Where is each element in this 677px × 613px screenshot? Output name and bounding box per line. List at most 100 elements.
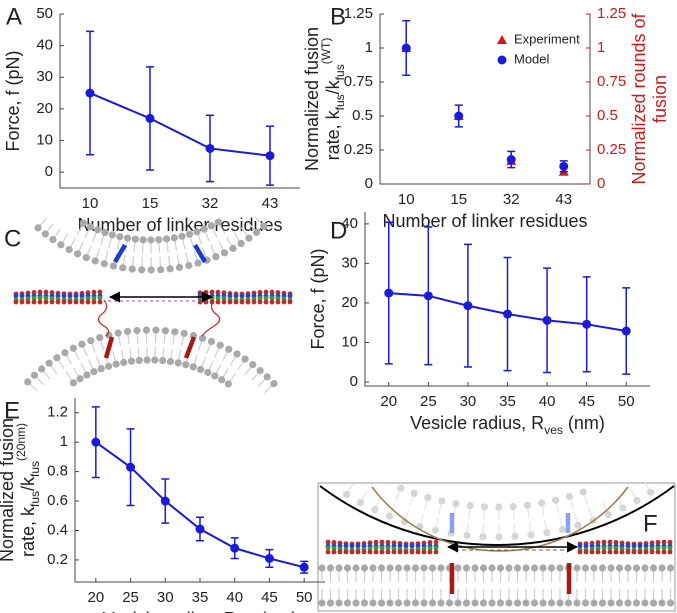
snare-bead xyxy=(601,545,607,551)
lipid-head xyxy=(86,223,94,231)
snare-bead xyxy=(257,299,263,305)
snare-bead xyxy=(31,296,37,301)
lipid-head xyxy=(335,564,343,572)
snare-bead xyxy=(215,299,221,305)
label-part: /k xyxy=(323,79,343,94)
y-tick-label: 0.25 xyxy=(344,141,373,158)
y-tick-label: 20 xyxy=(36,100,53,117)
lipid-head xyxy=(488,599,496,607)
snare-bead xyxy=(275,290,281,295)
lipid-head xyxy=(437,564,445,572)
x-axis-label: Number of linker residues xyxy=(77,215,282,235)
snare-bead xyxy=(427,539,433,545)
lipid-head xyxy=(466,501,474,510)
lipid-head xyxy=(564,599,573,607)
x-tick-label: 20 xyxy=(380,393,397,410)
y-axis-label: Force, f (pN) xyxy=(3,50,23,151)
lipid-head xyxy=(543,529,551,537)
snare-bead xyxy=(637,549,643,555)
snare-bead xyxy=(613,549,619,555)
lipid-head xyxy=(185,261,193,270)
snare-bead xyxy=(239,293,245,299)
label-part: fus xyxy=(333,94,347,110)
x-tick-label: 30 xyxy=(157,589,174,606)
snare-bead xyxy=(43,299,49,305)
marker xyxy=(264,553,274,563)
lipid-head xyxy=(437,599,445,607)
lipid-head xyxy=(371,506,379,514)
lipid-head xyxy=(513,564,522,572)
snare-bead xyxy=(361,549,367,555)
lipid-head xyxy=(207,222,215,230)
lipid-head xyxy=(147,236,155,244)
panel-label: E xyxy=(4,397,20,424)
lipid-head xyxy=(162,235,171,243)
label-part: (WT) xyxy=(319,38,333,65)
lipid-head xyxy=(454,564,462,572)
lipid-head xyxy=(420,599,428,607)
lipid-head xyxy=(105,362,113,370)
snare-bead xyxy=(43,289,49,295)
lipid-head xyxy=(263,373,271,381)
snare-bead xyxy=(667,545,673,551)
linker xyxy=(97,299,110,337)
lipid-head xyxy=(326,599,335,607)
lipid-head xyxy=(193,228,201,236)
y2-tick-label: 1 xyxy=(597,39,605,56)
snare-bead xyxy=(31,290,37,295)
lipid-head xyxy=(91,257,99,265)
lipid-head xyxy=(658,564,666,572)
label-part: Normalized rounds of xyxy=(629,12,649,184)
y2-tick-label: 1.25 xyxy=(597,5,626,22)
lipid-head xyxy=(556,564,564,572)
lipid-head xyxy=(565,492,574,501)
snare-bead xyxy=(263,299,269,305)
lipid-head xyxy=(624,599,632,607)
lipid-head xyxy=(573,564,581,572)
lipid-head xyxy=(166,265,174,273)
y-axis-label: Normalized fusion xyxy=(302,27,322,171)
snare-bead xyxy=(215,289,221,295)
lipid-head xyxy=(143,356,151,364)
lipid-head xyxy=(424,493,432,502)
lipid-head xyxy=(579,488,587,496)
lipid-head xyxy=(454,599,462,607)
lipid-head xyxy=(82,254,90,262)
y-tick-label: 1.2 xyxy=(47,404,68,421)
snare-bead xyxy=(79,293,85,299)
snare-bead xyxy=(55,299,61,305)
lipid-head xyxy=(139,236,147,244)
lipid-head xyxy=(170,234,178,242)
snare-bead xyxy=(403,549,409,555)
lipid-head xyxy=(69,379,77,387)
lipid-head xyxy=(377,564,386,572)
lipid-head xyxy=(220,249,229,257)
y-axis-label: Normalized fusion xyxy=(0,418,17,562)
lipid-head xyxy=(581,599,590,607)
lipid-head xyxy=(157,266,165,274)
snare-bead xyxy=(331,549,337,555)
snare-bead xyxy=(73,299,79,305)
marker xyxy=(205,143,215,153)
snare-bead xyxy=(233,293,239,299)
lipid-head xyxy=(214,218,222,226)
lipid-head xyxy=(175,263,184,272)
lipid-head xyxy=(547,599,556,607)
panel-label: B xyxy=(330,3,346,30)
lipid-head xyxy=(479,533,487,541)
lipid-head xyxy=(462,599,471,607)
snare-bead xyxy=(625,543,631,549)
snare-bead xyxy=(385,539,391,545)
lipid-head xyxy=(479,599,488,607)
snare-bead xyxy=(637,543,643,549)
y2-tick-label: 0.75 xyxy=(597,73,626,90)
panel-frame xyxy=(317,482,676,612)
snare-bead xyxy=(385,549,391,555)
lipid-head xyxy=(598,599,607,607)
marker xyxy=(559,161,569,171)
snare-bead xyxy=(221,299,227,305)
lipid-head xyxy=(496,564,505,572)
snare-bead xyxy=(613,545,619,551)
lipid-head xyxy=(78,340,86,348)
snare-bead xyxy=(577,549,583,555)
